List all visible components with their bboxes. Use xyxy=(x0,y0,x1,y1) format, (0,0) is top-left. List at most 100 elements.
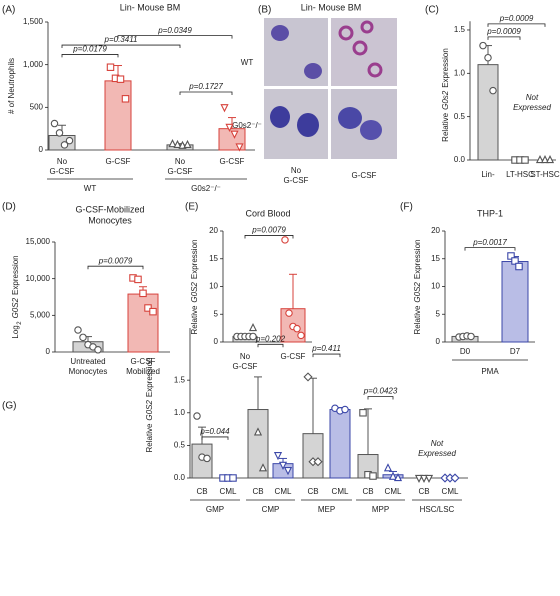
x-tick-label: CB xyxy=(252,487,263,496)
data-point xyxy=(521,156,529,164)
annotation: Expressed xyxy=(418,449,456,458)
data-point xyxy=(74,326,82,334)
y-tick-label: 20 xyxy=(209,226,218,235)
p-value: p=0.1727 xyxy=(188,82,223,91)
significance-bracket xyxy=(312,353,341,358)
x-tick-label: CB xyxy=(362,487,373,496)
group-label: CMP xyxy=(262,505,280,514)
y-tick-label: 0 xyxy=(46,347,51,356)
x-tick-label: G-CSF xyxy=(220,157,245,166)
x-tick-label: Untreated xyxy=(70,357,105,366)
data-point xyxy=(50,119,59,128)
annotation: Not xyxy=(431,439,444,448)
data-point xyxy=(225,123,234,132)
y-axis-label-part: Expression xyxy=(145,358,154,398)
group-label: MEP xyxy=(318,505,335,514)
data-point xyxy=(393,472,403,482)
p-value: p=0.0349 xyxy=(157,26,192,35)
y-tick-label: 15 xyxy=(209,254,218,263)
cells xyxy=(270,25,382,140)
chart: (D) G-CSF-MobilizedMonocytesLog2G0S2Expre… xyxy=(2,202,170,376)
x-tick-label: D7 xyxy=(510,347,521,356)
data-point xyxy=(94,346,102,354)
y-axis-label-part: Relative xyxy=(413,305,422,334)
y-tick-label: 1.5 xyxy=(454,25,466,34)
y-tick-label: 10 xyxy=(431,282,440,291)
data-point xyxy=(341,405,349,414)
cells xyxy=(338,20,383,78)
significance-bracket xyxy=(117,35,233,39)
bar xyxy=(104,80,132,151)
chart: (G) Relative G0S2 Expression 0.0 0.5 1.0 1.5 CB C… xyxy=(2,322,468,514)
column-label: G-CSF xyxy=(352,171,377,180)
data-point xyxy=(545,154,555,164)
y-tick-label: 0.0 xyxy=(454,155,466,164)
data-point xyxy=(258,463,268,472)
panel-b: (B) Lin- Mouse BM WT G0s2⁻/⁻ No G-CSF G-… xyxy=(232,2,397,185)
bar xyxy=(477,64,499,161)
x-tick-label: CML xyxy=(442,487,459,496)
x-tick-label: CB xyxy=(307,487,318,496)
significance-bracket xyxy=(61,54,119,58)
chart: (E) Cord Blood Relative G0S2 Expression 0 5 10 1… xyxy=(185,202,312,371)
y-axis-label-part: G0s2 xyxy=(441,90,450,110)
chart-title: THP-1 xyxy=(477,208,503,218)
data-point xyxy=(303,372,313,382)
x-tick-label: G-CSF xyxy=(131,357,156,366)
x-tick-label: ST-HSC xyxy=(530,170,560,179)
data-point xyxy=(273,452,283,461)
y-axis-label: # of Neutrophils xyxy=(7,58,16,114)
panel-label: (G) xyxy=(2,401,16,412)
x-tick-label: G-CSF xyxy=(106,157,131,166)
data-point xyxy=(229,474,237,482)
group-label: HSC/LSC xyxy=(420,505,455,514)
y-axis-label: Log2 G0S2 Expression xyxy=(11,255,22,338)
y-axis-label-part: G0S2 xyxy=(145,400,154,421)
x-tick-label: CML xyxy=(275,487,292,496)
x-tick-label: CML xyxy=(332,487,349,496)
bar xyxy=(329,409,351,479)
y-tick-label: 500 xyxy=(30,102,44,111)
y-axis-label-part: G0S2 xyxy=(413,282,422,303)
group-label: MPP xyxy=(372,505,389,514)
chart: (C) Relative G0s2 Expression 0.0 0.5 1.0 1.5 Lin… xyxy=(425,5,560,179)
data-point xyxy=(540,154,550,164)
x-tick-label: G-CSF xyxy=(50,167,75,176)
data-point xyxy=(278,461,288,470)
y-axis-label-part: # of Neutrophils xyxy=(7,58,16,114)
y-axis-label: Relative G0s2 Expression xyxy=(441,48,450,142)
y-tick-label: 0.5 xyxy=(174,441,186,450)
data-point xyxy=(193,412,201,420)
data-point xyxy=(450,473,460,483)
x-tick-label: No xyxy=(175,157,186,166)
y-tick-label: 0 xyxy=(214,337,219,346)
p-value: p=0.202 xyxy=(255,334,286,343)
data-point xyxy=(281,236,289,244)
panel-label: (C) xyxy=(425,5,439,16)
chart: (F) THP-1 Relative G0S2 Expression 0 5 10 15 20 D0… xyxy=(400,202,535,376)
data-point xyxy=(467,332,475,341)
chart-title: Lin- Mouse BM xyxy=(120,2,181,12)
x-tick-label: No xyxy=(240,352,251,361)
x-tick-label: G-CSF xyxy=(168,167,193,176)
p-value: p=0.0079 xyxy=(98,256,133,265)
significance-bracket xyxy=(61,44,181,49)
data-point xyxy=(419,474,429,484)
data-point xyxy=(173,139,182,149)
data-point xyxy=(489,86,497,95)
column-label: G-CSF xyxy=(284,176,309,185)
group-label: WT xyxy=(84,184,97,193)
data-point xyxy=(253,427,263,436)
data-point xyxy=(313,457,323,467)
y-tick-label: 1,000 xyxy=(23,60,44,69)
data-point xyxy=(359,409,367,417)
significance-bracket xyxy=(464,247,516,251)
row-label: G0s2⁻/⁻ xyxy=(232,121,262,130)
x-tick-label: G-CSF xyxy=(233,362,258,371)
x-tick-label: Monocytes xyxy=(69,367,108,376)
significance-bracket xyxy=(179,91,233,95)
chart-title: G-CSF-Mobilized xyxy=(75,204,144,214)
data-point xyxy=(65,136,74,145)
data-point xyxy=(479,41,487,50)
